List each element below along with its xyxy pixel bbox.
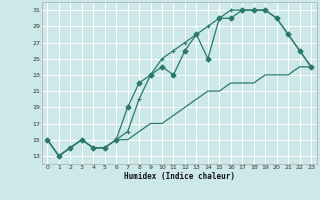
X-axis label: Humidex (Indice chaleur): Humidex (Indice chaleur) bbox=[124, 172, 235, 181]
